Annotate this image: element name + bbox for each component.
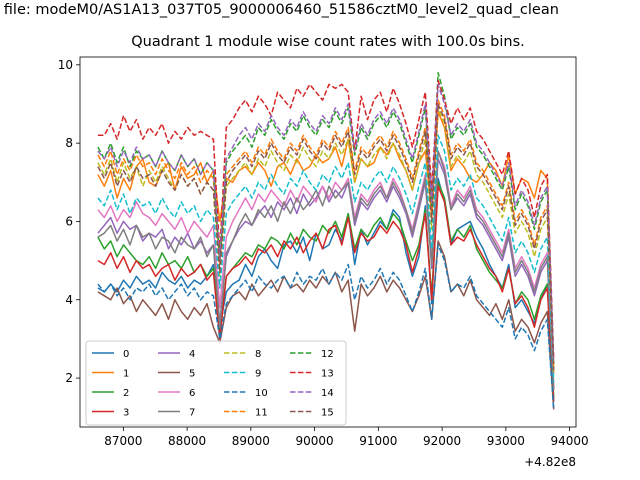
x-tick-label: 93000 <box>487 434 525 448</box>
y-tick-label: 10 <box>58 58 73 72</box>
x-tick-label: 92000 <box>423 434 461 448</box>
series-line-15 <box>97 103 555 371</box>
legend-label-2: 2 <box>123 388 129 399</box>
series-line-10 <box>97 244 555 410</box>
legend-label-9: 9 <box>255 369 261 380</box>
series-line-0 <box>97 177 555 402</box>
x-tick-label: 94000 <box>551 434 589 448</box>
figure-suptitle: n file: modeM0/AS1A13_037T05_9000006460_… <box>0 2 559 18</box>
legend-label-14: 14 <box>321 388 334 399</box>
legend-label-6: 6 <box>189 388 195 399</box>
legend-label-5: 5 <box>189 369 195 380</box>
series-line-1 <box>97 111 555 375</box>
legend-label-3: 3 <box>123 408 129 419</box>
series-line-6 <box>97 150 555 386</box>
plot-frame <box>79 56 577 428</box>
y-tick-label: 4 <box>65 293 73 307</box>
chart-title: Quadrant 1 module wise count rates with … <box>131 34 525 50</box>
y-tick-label: 2 <box>65 371 73 385</box>
legend-label-1: 1 <box>123 369 129 380</box>
legend-label-0: 0 <box>123 349 129 360</box>
series-layer <box>97 71 555 410</box>
legend-label-10: 10 <box>255 388 268 399</box>
x-tick-label: 88000 <box>168 434 206 448</box>
x-offset-label: +4.82e8 <box>524 455 576 469</box>
series-line-7 <box>97 150 555 390</box>
series-line-2 <box>97 181 555 398</box>
legend-frame <box>85 340 347 426</box>
x-tick-label: 91000 <box>359 434 397 448</box>
legend-label-12: 12 <box>321 349 334 360</box>
series-line-3 <box>97 185 555 402</box>
legend-label-4: 4 <box>189 349 195 360</box>
series-line-9 <box>97 134 555 383</box>
x-tick-label: 90000 <box>296 434 334 448</box>
legend-label-7: 7 <box>189 408 195 419</box>
legend-label-8: 8 <box>255 349 261 360</box>
legend-label-15: 15 <box>321 408 334 419</box>
series-line-12 <box>97 71 555 367</box>
legend-label-13: 13 <box>321 369 334 380</box>
y-tick-label: 6 <box>65 214 73 228</box>
axes-layer: 87000 88000 89000 90000 91000 92000 93000 94000… <box>58 58 589 448</box>
series-line-5 <box>97 240 555 410</box>
legend-label-11: 11 <box>255 408 268 419</box>
y-tick-label: 8 <box>65 136 73 150</box>
x-tick-label: 89000 <box>232 434 270 448</box>
series-line-13 <box>97 79 555 359</box>
series-line-11 <box>97 99 555 371</box>
x-tick-label: 87000 <box>104 434 142 448</box>
